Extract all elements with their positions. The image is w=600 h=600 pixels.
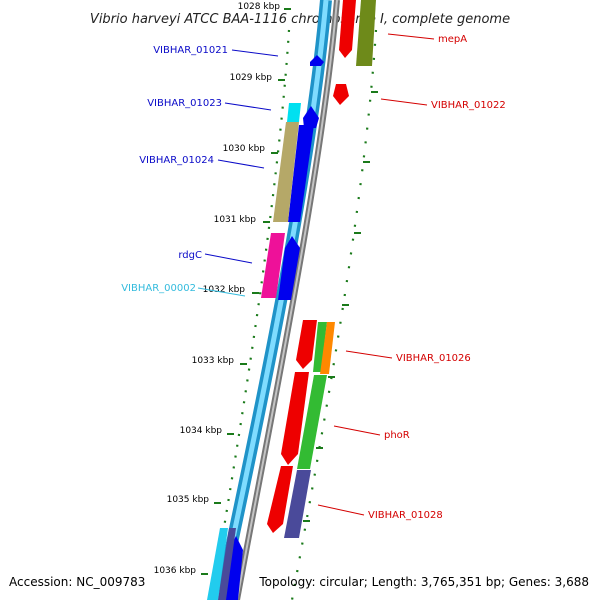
label-vibhar-01022[interactable]: VIBHAR_01022 bbox=[431, 100, 506, 111]
cds-forward-vibhar-01023[interactable] bbox=[303, 106, 319, 128]
backbone-strand-gray-highlight bbox=[236, 0, 338, 600]
label-vibhar-01021[interactable]: VIBHAR_01021 bbox=[153, 45, 228, 56]
tick-label-1034: 1034 kbp bbox=[180, 426, 223, 436]
tick-label-1036: 1036 kbp bbox=[154, 566, 197, 576]
cds-cyan-bottom-1[interactable] bbox=[207, 528, 228, 600]
label-rdgc[interactable]: rdgC bbox=[178, 250, 202, 261]
cds-green-vibhar-01026[interactable] bbox=[313, 322, 327, 372]
tick-label-1031: 1031 kbp bbox=[214, 215, 257, 225]
topology-text: Topology: circular; Length: 3,765,351 bp… bbox=[258, 575, 589, 589]
cds-cyan-vibhar-01023[interactable] bbox=[287, 103, 301, 122]
cds-forward-bottom[interactable] bbox=[224, 536, 243, 600]
label-vibhar-01026[interactable]: VIBHAR_01026 bbox=[396, 353, 471, 364]
label-vibhar-00002[interactable]: VIBHAR_00002 bbox=[121, 283, 196, 294]
cds-slate-vibhar-01028[interactable] bbox=[284, 470, 311, 538]
cds-reverse-vibhar-01022[interactable] bbox=[333, 84, 349, 105]
tick-label-1035: 1035 kbp bbox=[167, 495, 210, 505]
cds-reverse-vibhar-01028[interactable] bbox=[267, 466, 293, 533]
cds-reverse-vibhar-01026[interactable] bbox=[296, 320, 317, 369]
tick-label-1030: 1030 kbp bbox=[223, 144, 266, 154]
cds-reverse-phor[interactable] bbox=[281, 372, 309, 465]
cds-green-phor[interactable] bbox=[297, 375, 327, 469]
cds-slate-bottom-2[interactable] bbox=[218, 528, 236, 600]
cds-reverse-mepa[interactable] bbox=[339, 0, 356, 58]
cds-forward-vibhar-01021[interactable] bbox=[310, 55, 324, 66]
cds-olive-vibhar-01024[interactable] bbox=[273, 122, 299, 222]
cds-pink-rdgc[interactable] bbox=[261, 233, 285, 298]
cds-forward-rdgc[interactable] bbox=[278, 236, 300, 300]
label-vibhar-01028[interactable]: VIBHAR_01028 bbox=[368, 510, 443, 521]
cds-olive-top-right[interactable] bbox=[356, 0, 376, 66]
tick-marks bbox=[201, 8, 378, 575]
label-vibhar-01024[interactable]: VIBHAR_01024 bbox=[139, 155, 214, 166]
tick-label-1033: 1033 kbp bbox=[192, 356, 235, 366]
accession-text: Accession: NC_009783 bbox=[9, 575, 145, 589]
label-mepa[interactable]: mepA bbox=[438, 34, 467, 45]
tick-label-1029: 1029 kbp bbox=[230, 73, 273, 83]
left-label-leaders bbox=[197, 49, 279, 297]
label-phor[interactable]: phoR bbox=[384, 430, 410, 441]
label-vibhar-01023[interactable]: VIBHAR_01023 bbox=[147, 98, 222, 109]
tick-label-1032: 1032 kbp bbox=[203, 285, 246, 295]
cds-orange-vibhar-01026[interactable] bbox=[320, 322, 335, 374]
map-title: Vibrio harveyi ATCC BAA-1116 chromosome … bbox=[90, 12, 510, 27]
tick-label-1028: 1028 kbp bbox=[238, 2, 281, 12]
cds-forward-vibhar-01024[interactable] bbox=[288, 125, 314, 222]
right-label-leaders bbox=[317, 33, 435, 516]
